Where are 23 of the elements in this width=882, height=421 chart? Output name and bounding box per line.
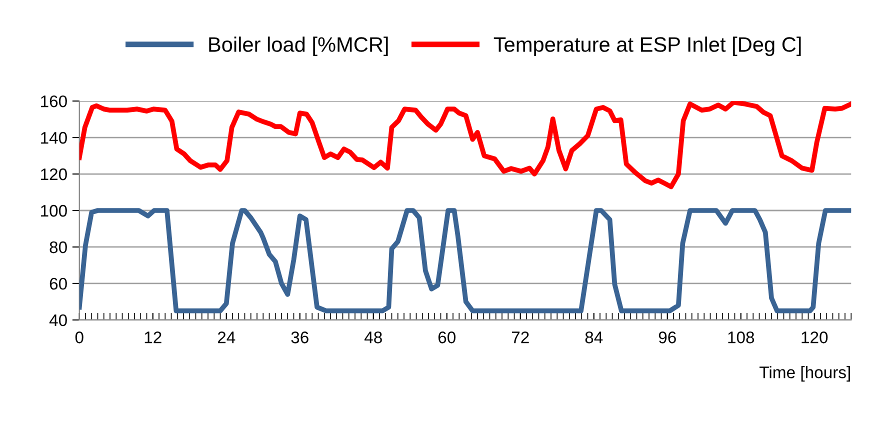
legend-label: Boiler load [%MCR] xyxy=(209,36,388,56)
line-series xyxy=(79,208,852,314)
x-tick-label: 84 xyxy=(585,332,603,344)
x-tick-label: 60 xyxy=(438,332,456,344)
y-tick-label: 100 xyxy=(41,204,67,217)
x-axis-title: Time [hours] xyxy=(760,366,850,382)
y-tick-label: 120 xyxy=(41,168,67,180)
y-tick-label: 80 xyxy=(50,241,67,254)
y-tick-label: 160 xyxy=(41,95,67,108)
y-tick-label: 40 xyxy=(49,314,67,326)
x-tick-label: 96 xyxy=(658,332,676,344)
x-tick-label: 24 xyxy=(218,332,236,344)
y-tick-label: 140 xyxy=(41,132,67,144)
x-tick-label: 72 xyxy=(512,332,529,344)
x-tick-label: 12 xyxy=(144,332,162,344)
x-tick-label: 120 xyxy=(802,332,828,344)
legend-label: Temperature at ESP Inlet [Deg C] xyxy=(494,36,801,56)
y-tick-label: 60 xyxy=(50,278,67,290)
line-series xyxy=(79,101,852,190)
x-tick-label: 48 xyxy=(364,332,382,344)
x-tick-label: 0 xyxy=(75,332,84,344)
x-tick-label: 108 xyxy=(728,332,754,344)
x-tick-label: 36 xyxy=(291,332,308,344)
